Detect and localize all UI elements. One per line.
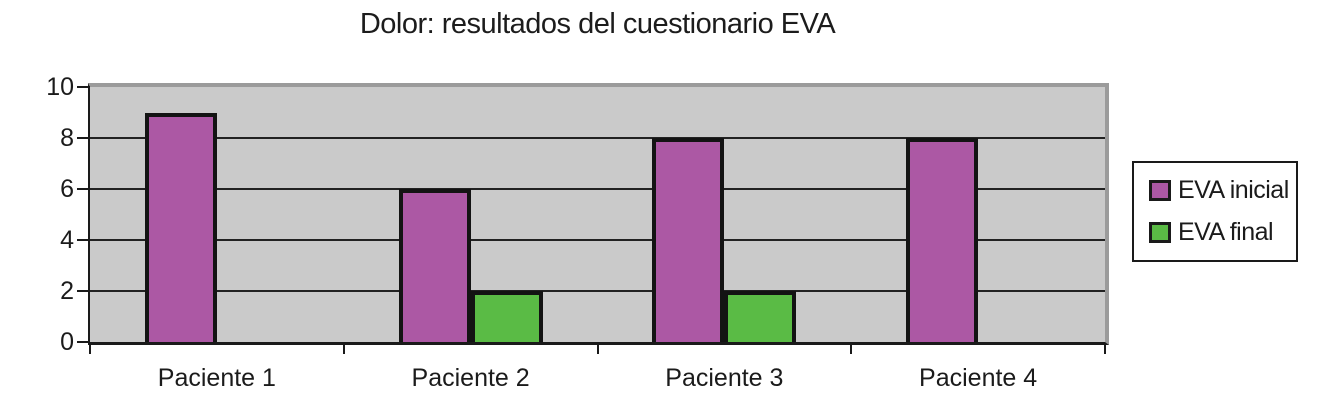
x-axis-label-paciente-2: Paciente 2 (411, 364, 530, 392)
legend-label-eva-final: EVA final (1178, 218, 1274, 246)
legend-swatch-eva-final (1149, 222, 1171, 243)
legend-label-eva-inicial: EVA inicial (1178, 176, 1289, 204)
gridline-4 (90, 239, 1105, 241)
x-axis-label-paciente-1: Paciente 1 (157, 364, 276, 392)
y-axis-label-8: 8 (60, 124, 74, 152)
y-axis-label-2: 2 (60, 277, 74, 305)
bar-eva-inicial-3 (652, 138, 725, 342)
legend-item-eva-inicial: EVA inicial (1149, 176, 1296, 205)
legend: EVA inicial EVA final (1132, 161, 1298, 262)
y-axis-tick-0 (77, 341, 90, 343)
x-axis-tick-0 (89, 345, 91, 354)
bar-eva-final-2 (470, 291, 543, 342)
y-axis-label-4: 4 (60, 226, 74, 254)
y-axis-tick-8 (77, 137, 90, 139)
x-axis-label-paciente-4: Paciente 4 (919, 364, 1038, 392)
gridline-8 (90, 137, 1105, 139)
y-axis-tick-2 (77, 290, 90, 292)
chart-title: Dolor: resultados del cuestionario EVA (359, 8, 836, 40)
y-axis-label-0: 0 (60, 328, 74, 356)
y-axis-tick-6 (77, 188, 90, 190)
bar-eva-inicial-2 (398, 189, 471, 342)
y-axis-tick-10 (77, 86, 90, 88)
y-axis-label-6: 6 (60, 175, 74, 203)
bar-eva-inicial-1 (144, 112, 217, 342)
x-axis-tick-3 (850, 345, 853, 354)
x-axis-label-paciente-3: Paciente 3 (665, 364, 784, 392)
gridline-2 (90, 290, 1105, 292)
bar-eva-final-3 (724, 291, 797, 342)
y-axis-label-10: 10 (46, 73, 74, 101)
legend-swatch-eva-inicial (1149, 180, 1171, 201)
y-axis-tick-4 (77, 239, 90, 241)
x-axis-tick-1 (342, 345, 345, 354)
gridline-6 (90, 188, 1105, 190)
plot-area (88, 83, 1109, 345)
x-axis-tick-4 (1104, 345, 1106, 354)
x-axis-tick-2 (596, 345, 599, 354)
legend-item-eva-final: EVA final (1149, 218, 1296, 247)
bar-eva-inicial-4 (906, 138, 979, 342)
